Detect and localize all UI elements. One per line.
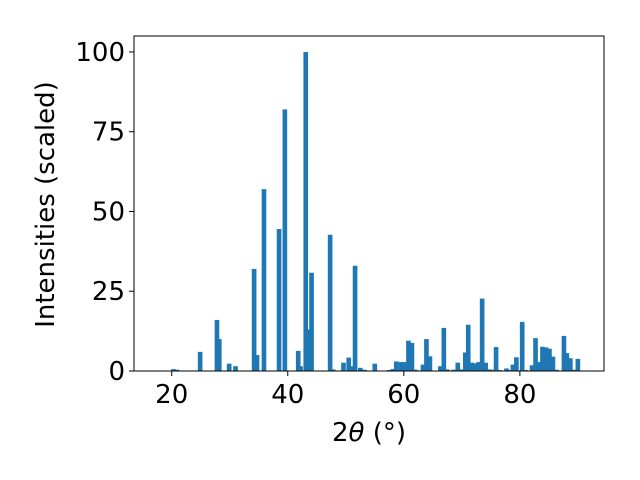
bar xyxy=(406,340,411,371)
bar xyxy=(372,363,378,371)
bar xyxy=(483,362,488,371)
bar xyxy=(352,265,358,371)
bar xyxy=(233,366,238,371)
bar xyxy=(420,364,426,371)
bar xyxy=(486,369,492,371)
bar xyxy=(306,329,311,371)
bar xyxy=(214,319,220,371)
bar xyxy=(327,234,333,371)
bar xyxy=(346,357,352,371)
y-tick-label: 0 xyxy=(108,357,125,387)
bar xyxy=(349,366,354,371)
bar xyxy=(261,189,267,371)
bar xyxy=(174,369,180,371)
bar xyxy=(254,355,260,371)
bar xyxy=(298,366,303,371)
x-tick-label: 80 xyxy=(503,380,536,410)
bar xyxy=(303,51,309,371)
bar xyxy=(529,365,535,371)
bar xyxy=(197,351,203,371)
bar xyxy=(341,362,346,371)
bar xyxy=(409,342,415,371)
bar xyxy=(276,229,282,371)
x-axis-ticks: 20 40 60 80 xyxy=(155,371,536,410)
bar xyxy=(575,358,581,371)
bar xyxy=(550,356,556,371)
bar xyxy=(568,358,573,371)
bar xyxy=(459,369,465,371)
bar xyxy=(543,347,549,371)
bar xyxy=(493,347,499,371)
bar xyxy=(226,363,232,371)
x-axis-label-prefix: 2 xyxy=(332,418,349,448)
y-axis-label: Intensities (scaled) xyxy=(31,81,61,328)
x-tick-label: 20 xyxy=(155,380,188,410)
y-tick-label: 100 xyxy=(75,38,125,68)
bar xyxy=(451,369,457,371)
bar xyxy=(540,346,545,371)
y-tick-label: 25 xyxy=(92,277,125,307)
bar xyxy=(390,369,396,371)
bar xyxy=(402,362,408,371)
y-axis-ticks: 0 25 50 75 100 xyxy=(75,38,134,387)
bar xyxy=(479,298,485,371)
bar xyxy=(216,339,222,371)
x-tick-label: 60 xyxy=(387,380,420,410)
y-tick-label: 50 xyxy=(92,197,125,227)
bar xyxy=(445,369,450,371)
bar xyxy=(504,368,509,371)
bar xyxy=(510,364,516,371)
y-tick-label: 75 xyxy=(92,118,125,148)
bar xyxy=(441,327,447,371)
x-axis-label-suffix: (°) xyxy=(364,418,406,448)
bar xyxy=(469,362,475,371)
bar xyxy=(463,352,468,371)
bar xyxy=(547,348,552,371)
bar xyxy=(309,272,314,371)
bar xyxy=(282,109,288,371)
bar xyxy=(570,369,576,371)
bar xyxy=(465,324,471,371)
x-axis-label: 2θ (°) xyxy=(332,418,406,448)
bar xyxy=(455,362,461,371)
bar xyxy=(427,356,433,371)
bar xyxy=(438,366,443,371)
plot-frame xyxy=(133,35,605,372)
bar xyxy=(554,369,559,371)
bar xyxy=(489,369,495,371)
bar xyxy=(519,321,525,371)
x-axis-label-symbol: θ xyxy=(349,418,365,448)
bar xyxy=(514,357,519,371)
bar xyxy=(561,335,567,371)
bar xyxy=(295,350,301,371)
bar xyxy=(536,362,542,371)
bar xyxy=(472,363,478,371)
bars xyxy=(171,51,581,371)
bar xyxy=(533,338,538,371)
bar xyxy=(171,369,176,371)
bar xyxy=(393,361,399,371)
bar xyxy=(362,369,367,371)
bar xyxy=(330,369,336,371)
bar xyxy=(398,362,404,371)
bar xyxy=(251,268,257,371)
bar xyxy=(413,369,418,371)
bar xyxy=(357,367,363,371)
x-tick-label: 40 xyxy=(271,380,304,410)
bar xyxy=(564,353,570,371)
bar xyxy=(424,339,429,371)
bar xyxy=(476,362,481,371)
